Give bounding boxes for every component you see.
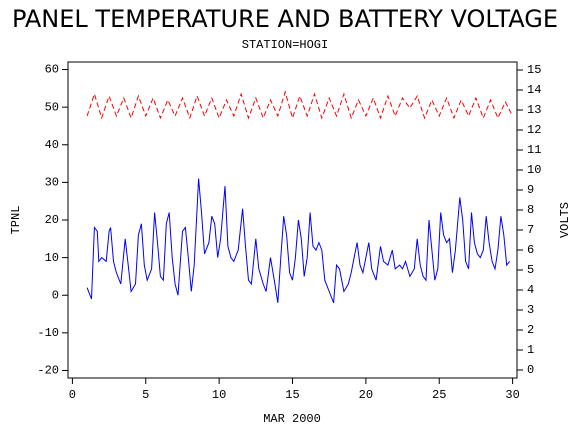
y2-tick-label: 12 xyxy=(527,123,541,137)
series-line xyxy=(86,178,511,303)
y-tick-label: 10 xyxy=(45,251,59,265)
y2-tick-label: 3 xyxy=(527,303,534,317)
y-tick-label: 50 xyxy=(45,100,59,114)
y2-tick-label: 4 xyxy=(527,283,534,297)
y2-tick-label: 1 xyxy=(527,343,534,357)
y2-tick-label: 15 xyxy=(527,63,541,77)
y2-tick-label: 6 xyxy=(527,243,534,257)
plot-frame xyxy=(67,61,518,379)
x-tick-label: 5 xyxy=(142,388,149,402)
y2-tick-label: 7 xyxy=(527,223,534,237)
chart-subtitle: STATION=HOGI xyxy=(242,38,328,52)
y2-tick-label: 5 xyxy=(527,263,534,277)
y-axis-label: TPNL xyxy=(9,206,23,235)
x-tick-label: 30 xyxy=(505,388,519,402)
x-tick-label: 20 xyxy=(359,388,373,402)
y2-axis-label: VOLTS xyxy=(558,202,570,238)
x-tick-label: 0 xyxy=(69,388,76,402)
y-tick-label: -10 xyxy=(37,326,59,340)
y-tick-label: 30 xyxy=(45,176,59,190)
chart-title: PANEL TEMPERATURE AND BATTERY VOLTAGE xyxy=(12,5,558,33)
y2-tick-label: 9 xyxy=(527,183,534,197)
y2-tick-label: 11 xyxy=(527,143,541,157)
y-tick-label: 60 xyxy=(45,63,59,77)
y-tick-label: 40 xyxy=(45,138,59,152)
y2-tick-label: 14 xyxy=(527,83,541,97)
x-tick-label: 10 xyxy=(212,388,226,402)
y-tick-label: 20 xyxy=(45,213,59,227)
y2-tick-label: 0 xyxy=(527,363,534,377)
x-tick-label: 15 xyxy=(285,388,299,402)
y2-tick-label: 8 xyxy=(527,203,534,217)
y2-tick-label: 2 xyxy=(527,323,534,337)
x-tick-label: 25 xyxy=(432,388,446,402)
x-axis-label: MAR 2000 xyxy=(263,412,321,426)
y2-tick-label: 13 xyxy=(527,103,541,117)
series-line xyxy=(86,90,514,120)
y-tick-label: -20 xyxy=(37,364,59,378)
y-tick-label: 0 xyxy=(52,288,59,302)
y2-tick-label: 10 xyxy=(527,163,541,177)
